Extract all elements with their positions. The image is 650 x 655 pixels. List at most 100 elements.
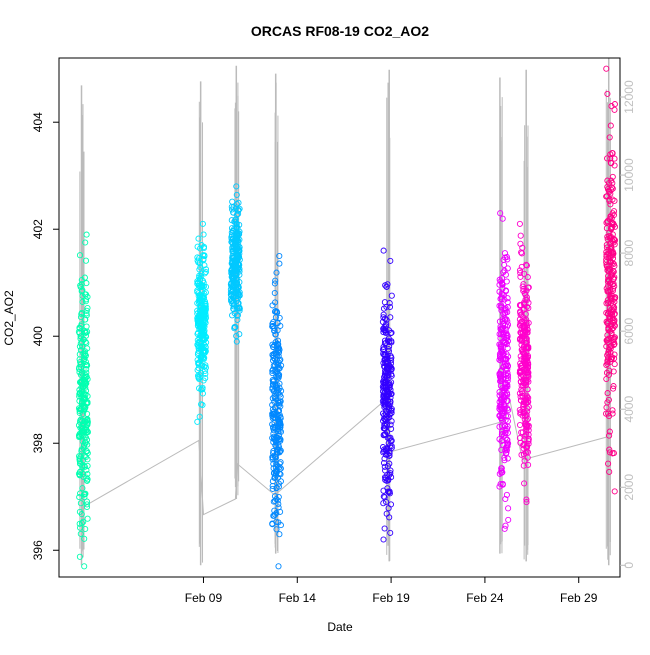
co2-point	[76, 471, 84, 479]
co2-point	[269, 323, 276, 330]
co2-point	[78, 280, 85, 287]
co2-point	[605, 268, 613, 275]
co2-point	[603, 361, 610, 369]
co2-point	[234, 232, 241, 239]
co2-point	[83, 310, 90, 317]
co2-point	[611, 155, 618, 162]
co2-point	[609, 317, 616, 324]
co2-point	[609, 185, 616, 192]
co2-point	[199, 293, 206, 301]
co2-point	[606, 308, 613, 315]
co2-point	[275, 422, 282, 429]
chart-title: ORCAS RF08-19 CO2_AO2	[251, 23, 429, 39]
co2-point	[194, 317, 201, 324]
co2-point	[501, 525, 508, 532]
co2-point	[79, 428, 86, 435]
co2-point	[275, 504, 282, 511]
co2-point	[276, 371, 283, 378]
co2-point	[77, 335, 84, 342]
co2-point	[197, 294, 204, 301]
co2-point	[384, 463, 391, 470]
co2-point	[516, 220, 523, 227]
co2-point	[505, 505, 512, 512]
co2-point	[505, 353, 512, 360]
co2-point	[383, 372, 390, 379]
co2-point	[273, 372, 280, 380]
co2-point	[381, 525, 388, 532]
co2-point	[386, 390, 393, 397]
co2-point	[270, 450, 277, 457]
co2-point	[197, 308, 204, 315]
co2-point	[83, 366, 90, 373]
co2-point	[607, 122, 614, 129]
co2-point	[522, 345, 530, 352]
co2-point	[275, 386, 282, 393]
co2-point	[516, 369, 523, 376]
co2-point	[77, 530, 84, 537]
co2-point	[504, 441, 511, 448]
co2-point	[520, 442, 527, 449]
co2-point	[497, 376, 505, 383]
co2-point	[504, 345, 511, 352]
co2-point	[385, 335, 392, 342]
co2-point	[382, 385, 389, 392]
co2-point	[504, 429, 511, 436]
co2-point	[607, 190, 614, 197]
co2-point	[82, 338, 89, 345]
co2-point	[83, 340, 90, 347]
co2-point	[82, 454, 89, 461]
co2-point	[275, 342, 282, 349]
co2-point	[504, 295, 511, 302]
co2-point	[517, 302, 525, 309]
co2-point	[498, 377, 505, 384]
co2-point	[200, 231, 207, 238]
co2-point	[518, 249, 525, 256]
co2-point	[199, 401, 206, 409]
co2-point	[77, 406, 84, 413]
co2-point	[77, 524, 84, 531]
co2-point	[604, 219, 611, 226]
co2-point	[606, 413, 613, 420]
co2-point	[233, 338, 240, 345]
co2-point	[271, 350, 278, 357]
co2-point	[83, 501, 91, 508]
y2-tick-label: 2000	[622, 474, 636, 501]
co2-point	[525, 304, 532, 312]
co2-point	[235, 206, 242, 213]
co2-point	[385, 440, 392, 447]
co2-point	[496, 483, 503, 490]
co2-point	[606, 250, 613, 257]
co2-point	[82, 291, 90, 298]
co2-point	[525, 461, 532, 468]
co2-point	[388, 357, 395, 364]
co2-point	[517, 269, 524, 277]
co2-point	[382, 359, 389, 366]
y-tick-label: 396	[31, 540, 45, 560]
plot-frame	[58, 57, 621, 578]
co2-point	[385, 365, 392, 372]
co2-point	[83, 474, 90, 481]
co2-point	[388, 409, 395, 416]
altitude-transit-line	[83, 397, 609, 516]
co2-point	[387, 434, 394, 441]
x-tick-label: Feb 29	[560, 591, 598, 605]
co2-point	[387, 501, 395, 508]
co2-point	[517, 308, 524, 315]
co2-point	[233, 201, 240, 208]
co2-point	[502, 362, 509, 369]
co2-point	[388, 365, 395, 372]
co2-point	[272, 368, 279, 375]
co2-point	[503, 360, 511, 368]
co2-point	[500, 371, 507, 378]
co2-point	[228, 297, 236, 304]
co2-point	[233, 183, 240, 190]
co2-point	[518, 263, 525, 270]
co2-point	[269, 454, 276, 461]
co2-point	[84, 515, 91, 522]
co2-point	[496, 436, 503, 443]
co2-point	[606, 468, 613, 475]
co2-point	[520, 462, 527, 469]
co2-point	[381, 356, 388, 363]
co2-point	[277, 447, 284, 454]
co2-point	[234, 312, 241, 319]
